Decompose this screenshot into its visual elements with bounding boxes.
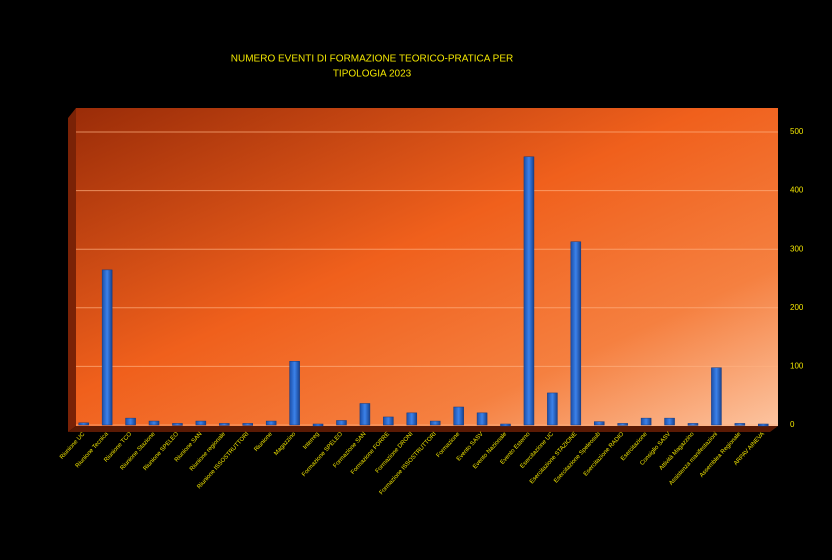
bar — [101, 269, 113, 426]
bar — [383, 416, 394, 426]
bar — [406, 412, 418, 426]
bar — [664, 417, 675, 426]
side-wall — [68, 108, 76, 432]
bar — [453, 406, 464, 426]
bar — [289, 361, 300, 426]
bar — [359, 403, 371, 426]
plot-area — [76, 108, 778, 426]
y-tick-label: 400 — [790, 186, 804, 195]
y-tick-label: 300 — [790, 244, 804, 253]
bar — [219, 423, 230, 426]
bar — [734, 423, 746, 426]
bar — [265, 420, 277, 426]
bar — [500, 423, 511, 427]
bar — [312, 423, 324, 427]
bar — [687, 423, 699, 426]
chart-title: NUMERO EVENTI DI FORMAZIONE TEORICO-PRAT… — [231, 54, 513, 65]
bar — [242, 423, 253, 426]
bar — [172, 423, 183, 426]
bar — [570, 241, 582, 426]
bar — [148, 420, 160, 426]
bar — [640, 417, 652, 426]
bar — [617, 423, 628, 426]
bar — [429, 420, 441, 426]
y-tick-label: 500 — [790, 127, 804, 136]
bar — [195, 420, 207, 426]
bar — [758, 423, 769, 427]
bar — [336, 420, 347, 426]
floor — [68, 426, 778, 432]
bar — [523, 156, 535, 426]
bar — [78, 422, 89, 426]
y-tick-label: 0 — [790, 420, 795, 429]
y-tick-label: 100 — [790, 362, 804, 371]
y-tick-label: 200 — [790, 303, 804, 312]
bar — [711, 367, 722, 426]
chart-title: TIPOLOGIA 2023 — [333, 69, 412, 80]
bar — [594, 421, 605, 426]
bar — [125, 417, 136, 426]
bar — [476, 412, 488, 426]
bar — [547, 392, 558, 426]
